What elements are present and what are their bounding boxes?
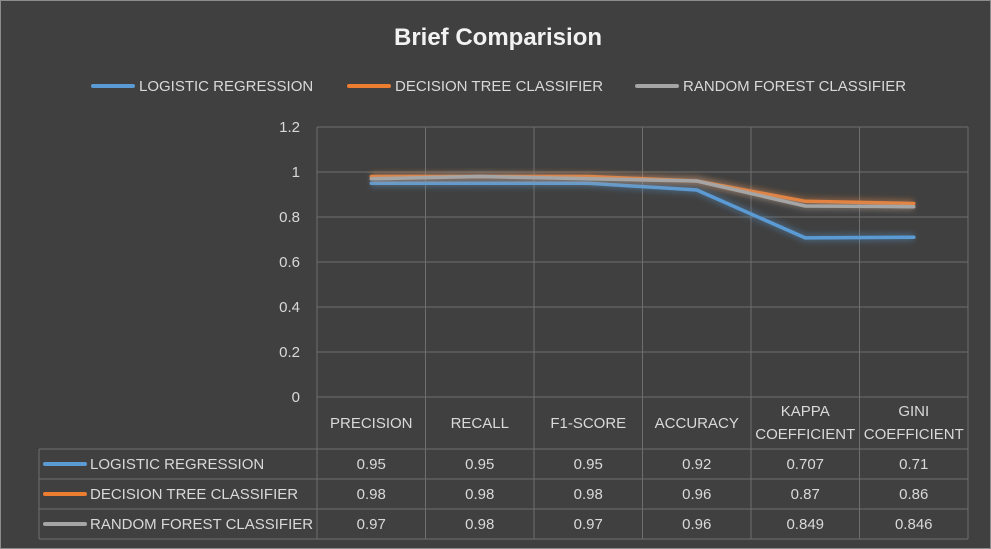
data-label: 0.87 — [791, 486, 820, 503]
data-label: 0.96 — [682, 516, 711, 533]
gridlines — [316, 126, 969, 397]
category-label: COEFFICIENT — [864, 426, 964, 443]
series-line — [369, 174, 916, 209]
data-label: 0.71 — [899, 456, 928, 473]
category-label: PRECISION — [330, 415, 413, 432]
data-table: PRECISION RECALL F1-SCORE ACCURACY KAPPA COEF… — [38, 396, 969, 540]
data-label: 0.849 — [786, 516, 824, 533]
series-line — [369, 181, 916, 240]
data-label: 0.95 — [357, 456, 386, 473]
data-label: 0.98 — [574, 486, 603, 503]
table-series-name: RANDOM FOREST CLASSIFIER — [90, 516, 313, 533]
category-label: F1-SCORE — [550, 415, 626, 432]
category-label: RECALL — [451, 415, 509, 432]
table-series-name: DECISION TREE CLASSIFIER — [90, 486, 298, 503]
series-lines — [369, 172, 916, 242]
y-tick-label: 0.6 — [279, 254, 300, 271]
y-tick-label: 1 — [292, 164, 300, 181]
y-tick-label: 0.8 — [279, 209, 300, 226]
category-label: COEFFICIENT — [755, 426, 855, 443]
y-tick-label: 1.2 — [279, 119, 300, 136]
data-label: 0.96 — [682, 486, 711, 503]
legend: LOGISTIC REGRESSION DECISION TREE CLASSIF… — [91, 78, 906, 95]
chart-title: Brief Comparision — [394, 24, 602, 51]
y-tick-label: 0.4 — [279, 299, 300, 316]
y-axis: 0 0.2 0.4 0.6 0.8 1 1.2 — [279, 119, 300, 406]
category-label: ACCURACY — [655, 415, 739, 432]
legend-label: LOGISTIC REGRESSION — [139, 78, 313, 95]
data-label: 0.98 — [465, 516, 494, 533]
legend-label: RANDOM FOREST CLASSIFIER — [683, 78, 906, 95]
data-label: 0.95 — [574, 456, 603, 473]
data-label: 0.707 — [786, 456, 824, 473]
data-label: 0.92 — [682, 456, 711, 473]
data-label: 0.846 — [895, 516, 933, 533]
table-series-name: LOGISTIC REGRESSION — [90, 456, 264, 473]
y-tick-label: 0 — [292, 389, 300, 406]
data-label: 0.97 — [357, 516, 386, 533]
data-label: 0.98 — [357, 486, 386, 503]
category-label: KAPPA — [781, 403, 830, 420]
legend-label: DECISION TREE CLASSIFIER — [395, 78, 603, 95]
category-label: GINI — [898, 403, 929, 420]
data-label: 0.98 — [465, 486, 494, 503]
data-label: 0.95 — [465, 456, 494, 473]
y-tick-label: 0.2 — [279, 344, 300, 361]
data-label: 0.97 — [574, 516, 603, 533]
data-label: 0.86 — [899, 486, 928, 503]
